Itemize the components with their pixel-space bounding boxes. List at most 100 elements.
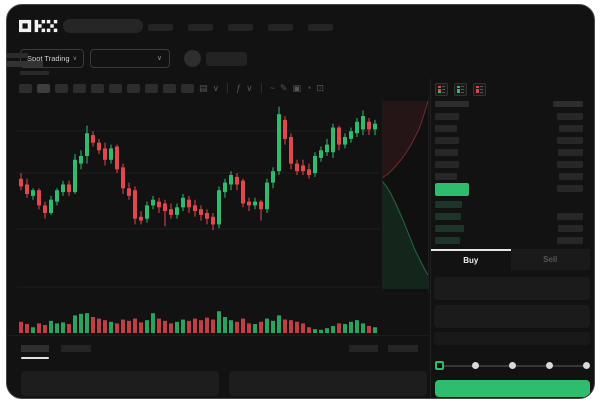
timeframe-pill[interactable] [127,83,140,93]
candle [349,131,353,139]
timeframe-pill[interactable] [181,83,194,93]
candle [79,156,83,164]
chevron-down-icon[interactable]: ∨ [246,83,253,93]
slider-stop[interactable] [472,362,479,369]
bottom-tab-active[interactable] [21,345,49,352]
volume-bar [235,321,239,333]
okx-logo [19,19,58,33]
volume-bar [373,327,377,333]
nav-item[interactable] [148,24,173,31]
amount-field[interactable] [434,305,590,328]
volume-bar [25,324,29,333]
chevron-down-icon[interactable]: ∨ [212,83,220,93]
candle [367,121,371,130]
orderbook-row[interactable] [435,101,583,108]
book-view-asks-icon[interactable] [473,83,486,96]
price-cell [435,225,464,232]
price-cell [435,173,457,180]
volume-bar [241,318,245,333]
volume-bar [331,325,335,333]
price-cell [435,101,469,107]
orderbook-view-toggles [435,83,486,96]
nav-item[interactable] [188,24,213,31]
candle [163,203,167,212]
volume-bar [49,320,53,333]
timeframe-pill[interactable] [109,83,122,93]
orderbook-row[interactable] [435,213,583,220]
candle [151,199,155,206]
orderbook-row[interactable] [435,225,583,232]
orderbook-row[interactable] [435,185,583,192]
bottom-right-link[interactable] [349,345,378,352]
candle [145,205,149,219]
bottom-tab-underline [21,357,49,359]
fullscreen-icon[interactable]: ⊡ [316,83,325,93]
volume-bar [259,321,263,333]
divider [227,83,229,93]
amount-cell [553,101,583,107]
volume-bar [247,323,251,333]
timeframe-pill[interactable] [91,83,104,93]
bottom-right-link[interactable] [388,345,418,352]
orderbook-row[interactable] [435,173,583,180]
indicator-icon[interactable]: ƒ [236,83,242,93]
camera-icon[interactable]: ▣ [292,83,302,93]
candle [109,148,113,160]
pair-action-button[interactable] [206,52,247,66]
candle [73,159,77,193]
depth-chart[interactable] [382,97,429,293]
orderbook-row[interactable] [435,125,583,132]
pair-select[interactable]: ∨ [90,49,170,68]
candle [295,163,299,172]
candle [265,182,269,210]
orderbook-row[interactable] [435,237,583,244]
volume-bar [211,319,215,333]
timeframe-pill[interactable] [19,83,32,93]
total-field[interactable] [434,332,590,345]
candle [19,178,23,187]
slider-stop[interactable] [583,362,590,369]
nav-item[interactable] [228,24,253,31]
orderbook-row[interactable] [435,161,583,168]
book-view-both-icon[interactable] [435,83,448,96]
volume-bar [355,320,359,333]
candle [337,127,341,145]
orderbook-row[interactable] [435,137,583,144]
candlestick-chart[interactable] [17,97,379,335]
tab-buy[interactable]: Buy [431,249,511,270]
book-view-bids-icon[interactable] [454,83,467,96]
candle [91,135,95,143]
history-icon[interactable]: ◔ [306,83,312,93]
slider-handle[interactable] [435,361,444,370]
bottom-tab[interactable] [61,345,91,352]
timeframe-pill[interactable] [163,83,176,93]
draw-icon[interactable]: ✎ [279,83,288,93]
candle [331,127,335,153]
tab-sell[interactable]: Sell [510,249,590,270]
candle [205,213,209,219]
slider-stop[interactable] [509,362,516,369]
timeframe-pill[interactable] [37,83,50,93]
buy-button[interactable] [435,380,590,397]
slider-stop[interactable] [546,362,553,369]
orderbook-row[interactable] [435,201,583,208]
volume-bar [145,320,149,333]
spot-trading-dropdown[interactable]: Spot Trading ∨ [20,49,84,68]
timeframe-pill[interactable] [145,83,158,93]
volume-bar [91,317,95,333]
volume-bar [55,323,59,333]
orderbook-row[interactable] [435,149,583,156]
candle [343,137,347,145]
candle [187,199,191,208]
amount-cell [559,125,583,132]
search-input[interactable] [63,19,143,33]
price-field[interactable] [434,277,590,300]
orderbook-row[interactable] [435,113,583,120]
volume-bar [181,319,185,333]
timeframe-pill[interactable] [73,83,86,93]
timeframe-pill[interactable] [55,83,68,93]
compare-icon[interactable]: ~ [269,83,275,93]
candle-type-icon[interactable]: ▤ [199,83,208,93]
nav-item[interactable] [268,24,293,31]
nav-item[interactable] [308,24,333,31]
